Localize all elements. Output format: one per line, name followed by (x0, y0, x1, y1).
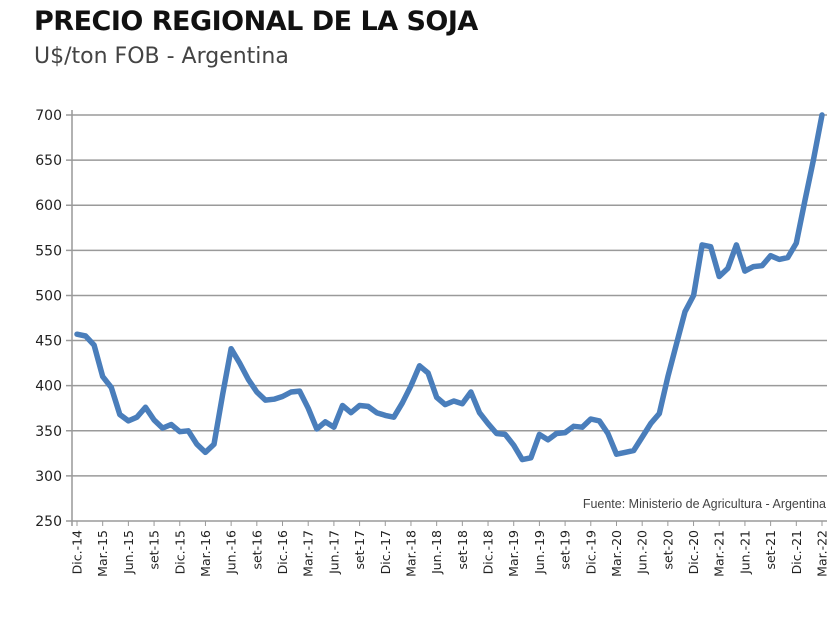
x-tick-label: set-17 (352, 530, 367, 570)
y-tick-label: 300 (35, 469, 62, 485)
x-tick-label: Jun.-18 (429, 530, 444, 575)
y-tick-label: 650 (35, 153, 62, 169)
y-tick-label: 250 (35, 514, 62, 530)
x-tick-label: Jun.-19 (532, 530, 547, 575)
x-tick-label: Jun.-16 (224, 530, 239, 575)
x-tick-label: Mar.-21 (712, 530, 727, 577)
x-tick-label: Mar.-20 (609, 530, 624, 577)
x-tick-label: Mar.-15 (95, 530, 110, 577)
x-tick-label: Dic.-20 (686, 530, 701, 574)
y-tick-label: 450 (35, 334, 62, 350)
y-tick-label: 700 (35, 108, 62, 124)
x-tick-label: Mar.-19 (506, 530, 521, 577)
x-tick-label: Jun.-21 (737, 530, 752, 575)
x-tick-label: Mar.-22 (815, 530, 830, 577)
y-tick-label: 400 (35, 379, 62, 395)
x-tick-label: Jun.-15 (121, 530, 136, 575)
chart-title: PRECIO REGIONAL DE LA SOJA (34, 6, 478, 37)
x-tick-label: Jun.-20 (635, 530, 650, 575)
x-tick-label: set-18 (455, 530, 470, 570)
x-tick-label: Mar.-17 (301, 530, 316, 577)
x-tick-label: set-20 (660, 530, 675, 570)
y-tick-label: 550 (35, 243, 62, 259)
x-tick-label: Dic.-15 (172, 530, 187, 574)
source-note: Fuente: Ministerio de Agricultura - Arge… (583, 497, 826, 511)
y-tick-label: 600 (35, 198, 62, 214)
x-tick-label: set-16 (249, 530, 264, 570)
x-tick-label: set-19 (558, 530, 573, 570)
x-tick-label: Dic.-17 (378, 530, 393, 574)
x-tick-label: Jun.-17 (326, 530, 341, 575)
x-tick-label: Dic.-16 (275, 530, 290, 574)
x-tick-label: Dic.-19 (583, 530, 598, 574)
x-tick-label: set-21 (763, 530, 778, 570)
series-line (74, 112, 825, 463)
x-tick-label: Dic.-14 (70, 530, 85, 574)
x-tick-label: Dic.-21 (789, 530, 804, 574)
x-tick-label: Mar.-18 (403, 530, 418, 577)
y-tick-label: 500 (35, 288, 62, 304)
x-tick-label: Mar.-16 (198, 530, 213, 577)
y-tick-label: 350 (35, 424, 62, 440)
x-tick-label: Dic.-18 (481, 530, 496, 574)
chart-subtitle: U$/ton FOB - Argentina (34, 44, 289, 69)
x-tick-label: set-15 (147, 530, 162, 570)
